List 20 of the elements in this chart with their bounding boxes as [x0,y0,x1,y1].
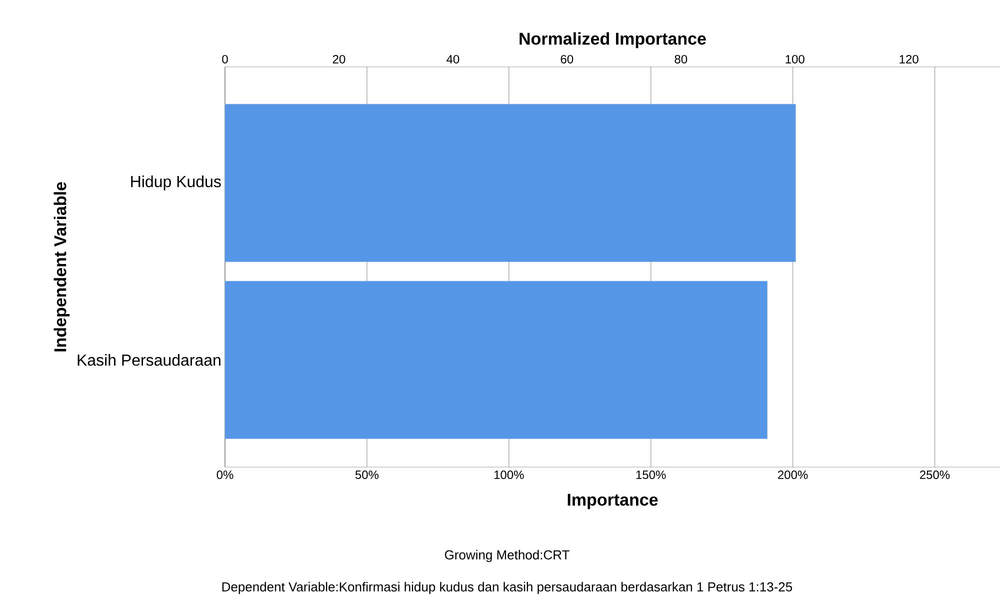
x-tick-label: 250% [920,470,950,480]
x2-tick-label: 0 [222,54,228,64]
x2-tick-label: 20 [332,54,346,64]
x-axis-title: Importance [568,494,658,510]
x2-tick-label: 120 [900,54,918,64]
x2-tick-label: 40 [446,54,460,64]
x-tick-label: 100% [494,470,524,480]
x2-tick-label: 80 [674,54,688,64]
text: Dependent Variable:Konfirmasi hidup kudus dan kasih persaudaraan berdasarkan 1 Petrus 1:13-25 [222,582,792,594]
x-tick-label: 0% [216,470,234,480]
x-tick-label: 50% [355,470,379,480]
x2-axis-title: Normalized Importance [520,32,706,48]
x2-tick-label: 100 [786,54,804,64]
y-tick-label: Kasih Persaudaraan [78,354,220,366]
y-tick-label: Hidup Kudus [131,175,221,190]
y-axis-title: Independent Variable [54,182,70,352]
x-tick-label: 200% [778,470,808,480]
text: Growing Method:CRT [444,550,570,562]
x2-tick-label: 60 [560,54,574,64]
x-tick-label: 150% [636,470,666,480]
